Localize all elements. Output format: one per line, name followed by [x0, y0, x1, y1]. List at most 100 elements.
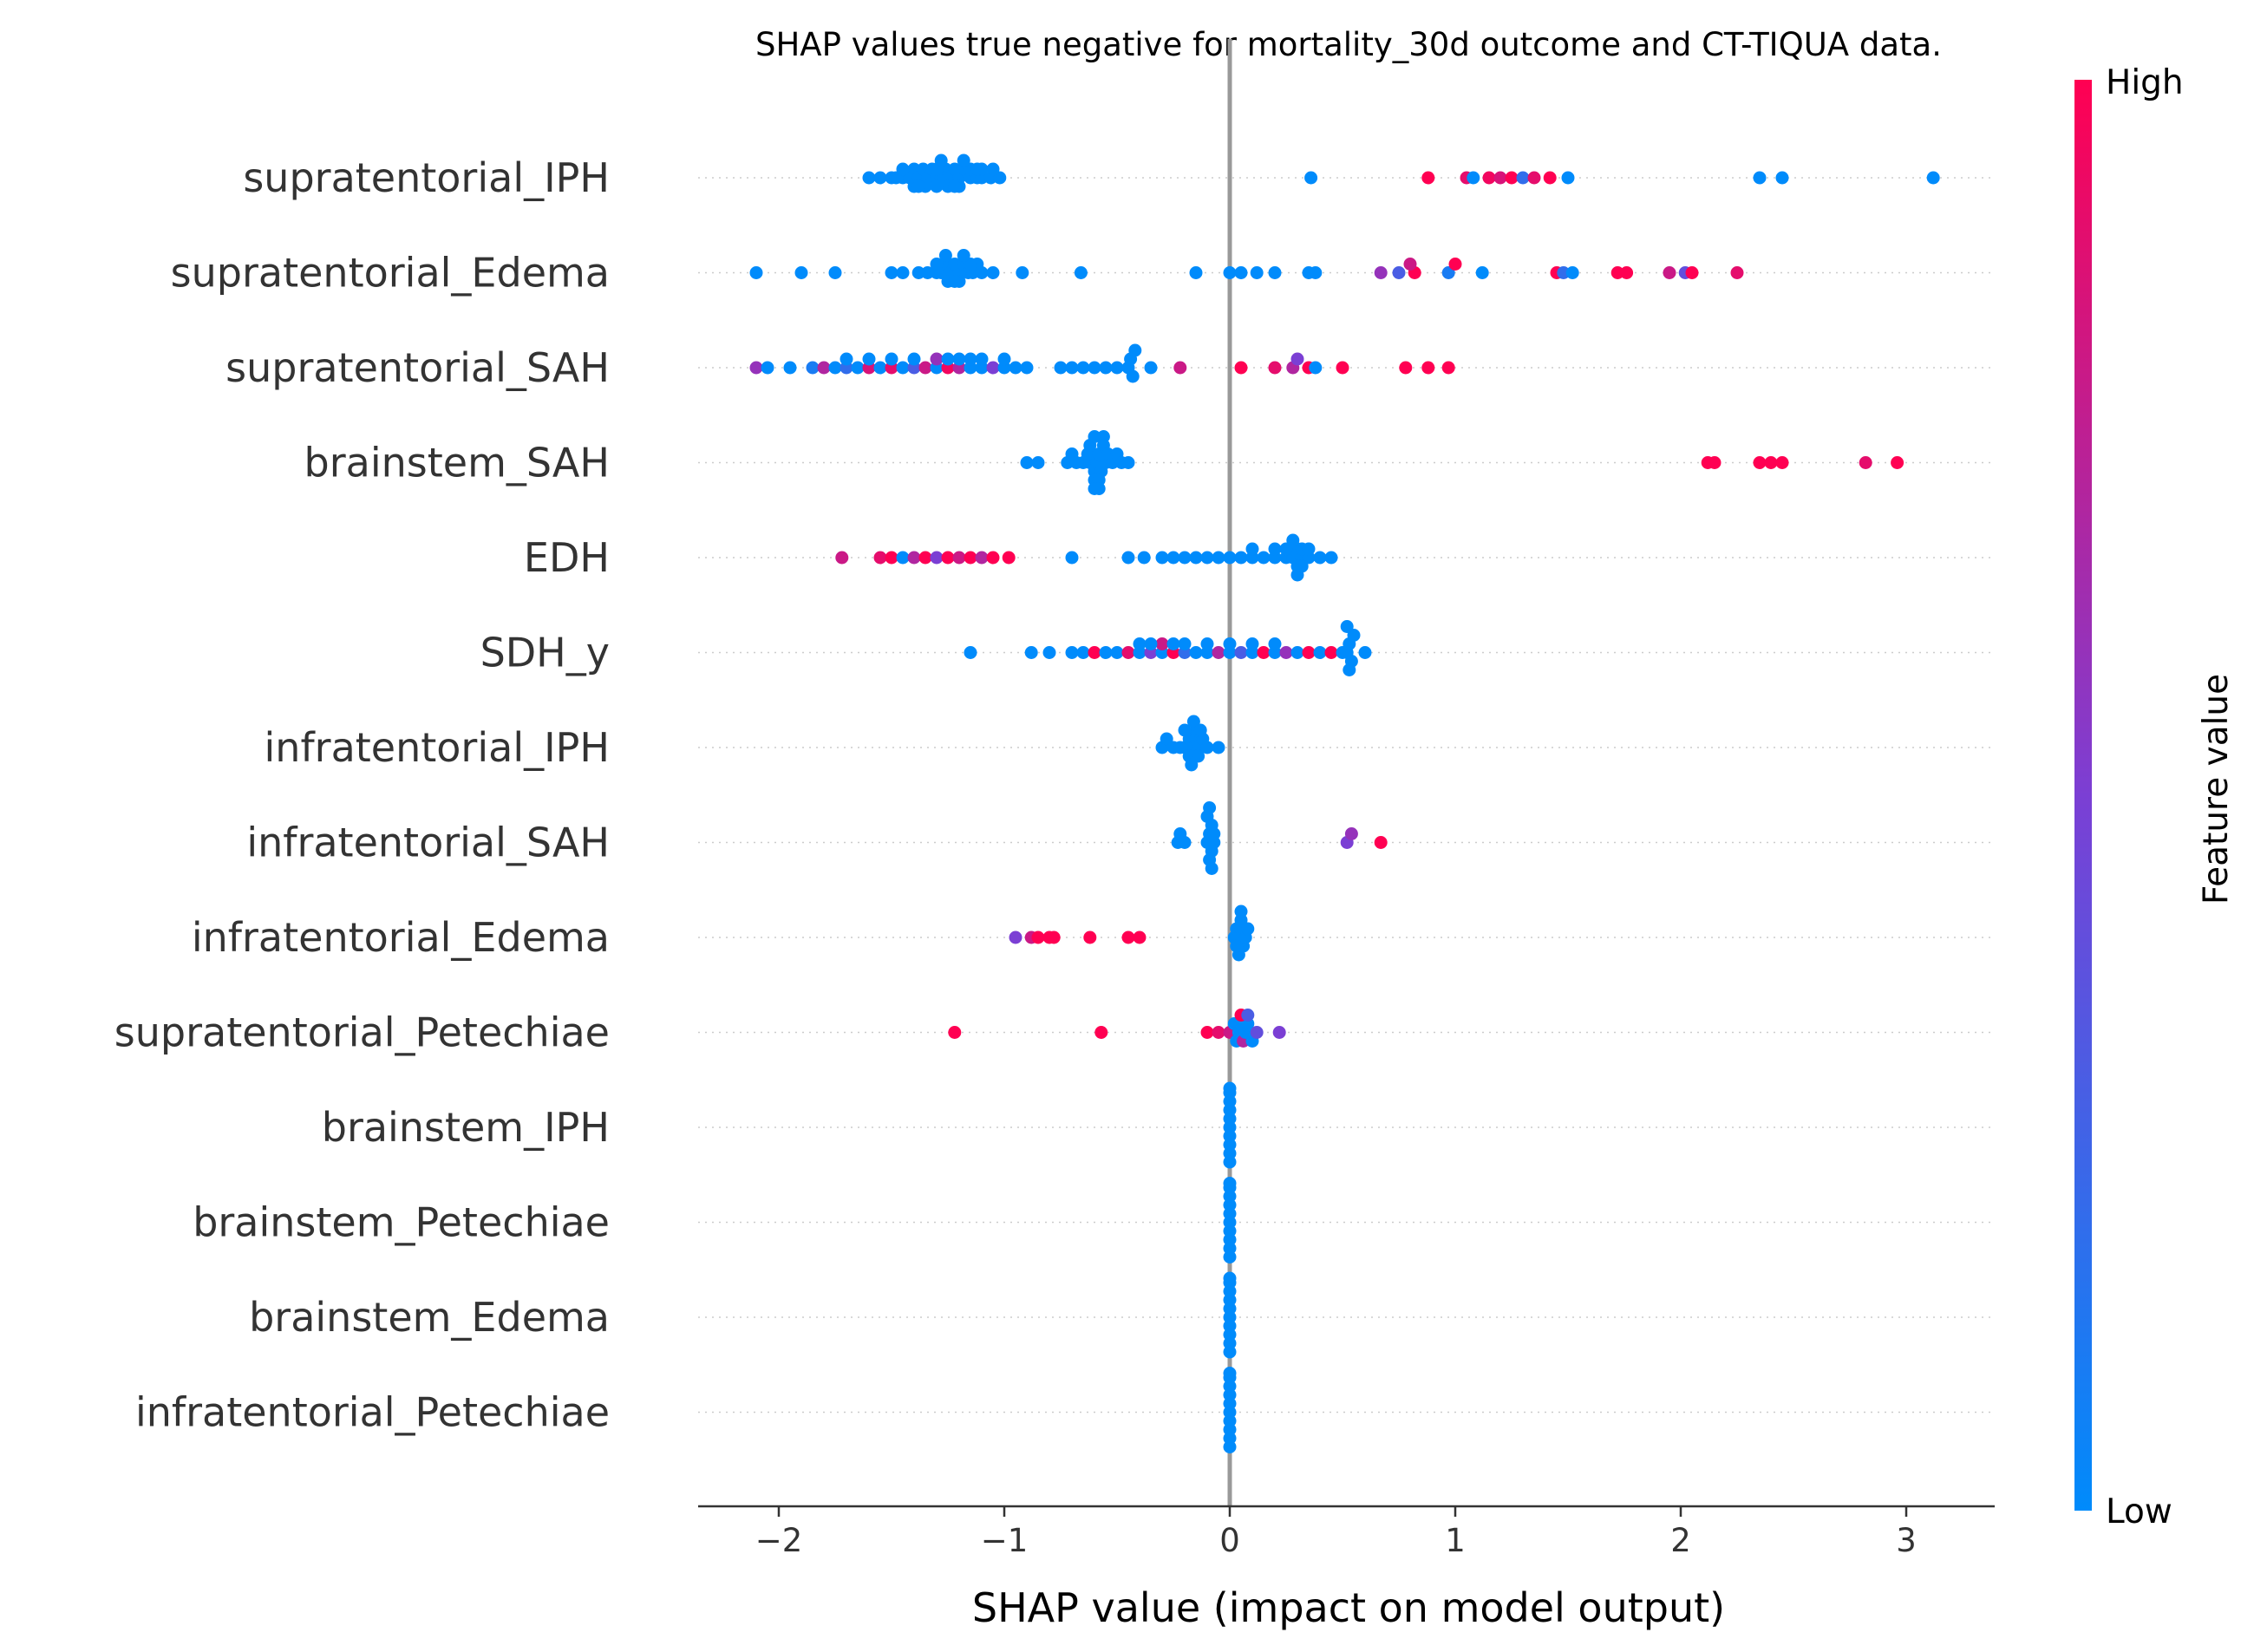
shap-point: [1212, 551, 1225, 565]
shap-point: [896, 162, 910, 176]
shap-point: [1230, 939, 1244, 953]
shap-point: [835, 551, 849, 565]
shap-point: [1268, 637, 1282, 650]
feature-label: infratentorial_SAH: [246, 819, 610, 866]
shap-point: [1121, 930, 1135, 944]
shap-point: [1144, 361, 1158, 375]
shap-point: [921, 266, 935, 279]
shap-point: [1212, 1026, 1225, 1039]
shap-point: [1094, 1026, 1108, 1039]
shap-point: [1223, 1345, 1237, 1359]
shap-point: [1272, 1026, 1286, 1039]
shap-point: [948, 180, 962, 193]
shap-point: [1128, 343, 1142, 357]
shap-point: [1223, 551, 1237, 565]
shap-point: [1173, 361, 1187, 375]
shap-point: [1279, 542, 1293, 556]
shap-point: [885, 266, 898, 279]
shap-point: [1031, 456, 1045, 469]
shap-point: [1020, 361, 1034, 375]
shap-point: [1557, 266, 1571, 279]
shap-point: [1234, 266, 1248, 279]
shap-point: [1309, 361, 1323, 375]
shap-point: [1178, 637, 1192, 650]
shap-point: [1475, 266, 1489, 279]
shap-point: [1009, 361, 1022, 375]
shap-point: [1290, 646, 1304, 659]
shap-point: [1020, 456, 1034, 469]
shap-point: [1663, 266, 1676, 279]
shap-point: [862, 171, 876, 185]
chart-title: SHAP values true negative for mortality_…: [755, 26, 1942, 63]
shap-point: [1076, 361, 1090, 375]
shap-point: [1708, 456, 1722, 469]
shap-point: [1200, 741, 1214, 754]
colorbar-high-label: High: [2106, 63, 2184, 102]
shap-point: [1257, 646, 1271, 659]
shap-point: [1088, 646, 1101, 659]
shap-point: [1009, 930, 1022, 944]
shap-point: [1083, 930, 1097, 944]
shap-point: [896, 361, 910, 375]
shap-point: [1193, 723, 1207, 737]
x-axis-ticks: −2 −1 0 1 2 3: [755, 1506, 1917, 1559]
shap-point: [1859, 456, 1872, 469]
shap-point: [1620, 266, 1634, 279]
feature-label: EDH: [524, 534, 610, 581]
shap-point: [964, 352, 977, 366]
x-tick-label: 3: [1896, 1522, 1917, 1559]
shap-point: [986, 266, 1000, 279]
shap-point: [1166, 637, 1180, 650]
shap-point: [840, 352, 853, 366]
colorbar: [2074, 80, 2092, 1511]
shap-point: [930, 352, 944, 366]
shap-point: [1527, 171, 1541, 185]
shap-point: [1088, 482, 1101, 495]
data-points: [749, 153, 1940, 1453]
shap-point: [1775, 456, 1789, 469]
feature-label: supratentorial_Edema: [171, 250, 610, 297]
shap-point: [1121, 456, 1135, 469]
shap-point: [930, 551, 944, 565]
shap-point: [1753, 171, 1767, 185]
x-tick-label: 1: [1445, 1522, 1466, 1559]
shap-point: [957, 249, 970, 262]
shap-point: [1178, 551, 1192, 565]
shap-point: [1178, 836, 1192, 849]
x-tick-label: 2: [1670, 1522, 1691, 1559]
x-tick-label: −2: [755, 1522, 803, 1559]
shap-point: [930, 258, 944, 271]
shap-point: [1926, 171, 1940, 185]
feature-label: brainstem_Petechiae: [193, 1199, 610, 1246]
shap-point: [1189, 266, 1203, 279]
shap-point: [1268, 361, 1282, 375]
shap-point: [885, 352, 898, 366]
shap-point: [957, 153, 970, 167]
shap-point: [975, 352, 989, 366]
x-tick-label: −1: [981, 1522, 1029, 1559]
shap-point: [885, 551, 898, 565]
shap-point: [1610, 266, 1624, 279]
shap-point: [1223, 1440, 1237, 1453]
shap-point: [1257, 551, 1271, 565]
shap-point: [873, 361, 887, 375]
shap-point: [1203, 801, 1217, 814]
shap-point: [1133, 930, 1147, 944]
shap-point: [1775, 171, 1789, 185]
shap-point: [896, 551, 910, 565]
shap-point: [997, 352, 1011, 366]
shap-point: [1340, 620, 1354, 633]
shap-point: [1155, 637, 1169, 650]
shap-point: [1343, 663, 1356, 676]
shap-point: [1076, 646, 1090, 659]
shap-point: [1121, 646, 1135, 659]
shap-point: [930, 180, 944, 193]
shap-point: [873, 551, 887, 565]
shap-point: [1212, 741, 1225, 754]
shap-point: [911, 180, 925, 193]
shap-point: [1223, 1177, 1237, 1190]
shap-point: [1336, 361, 1349, 375]
shap-point: [1099, 646, 1113, 659]
shap-point: [1543, 171, 1557, 185]
